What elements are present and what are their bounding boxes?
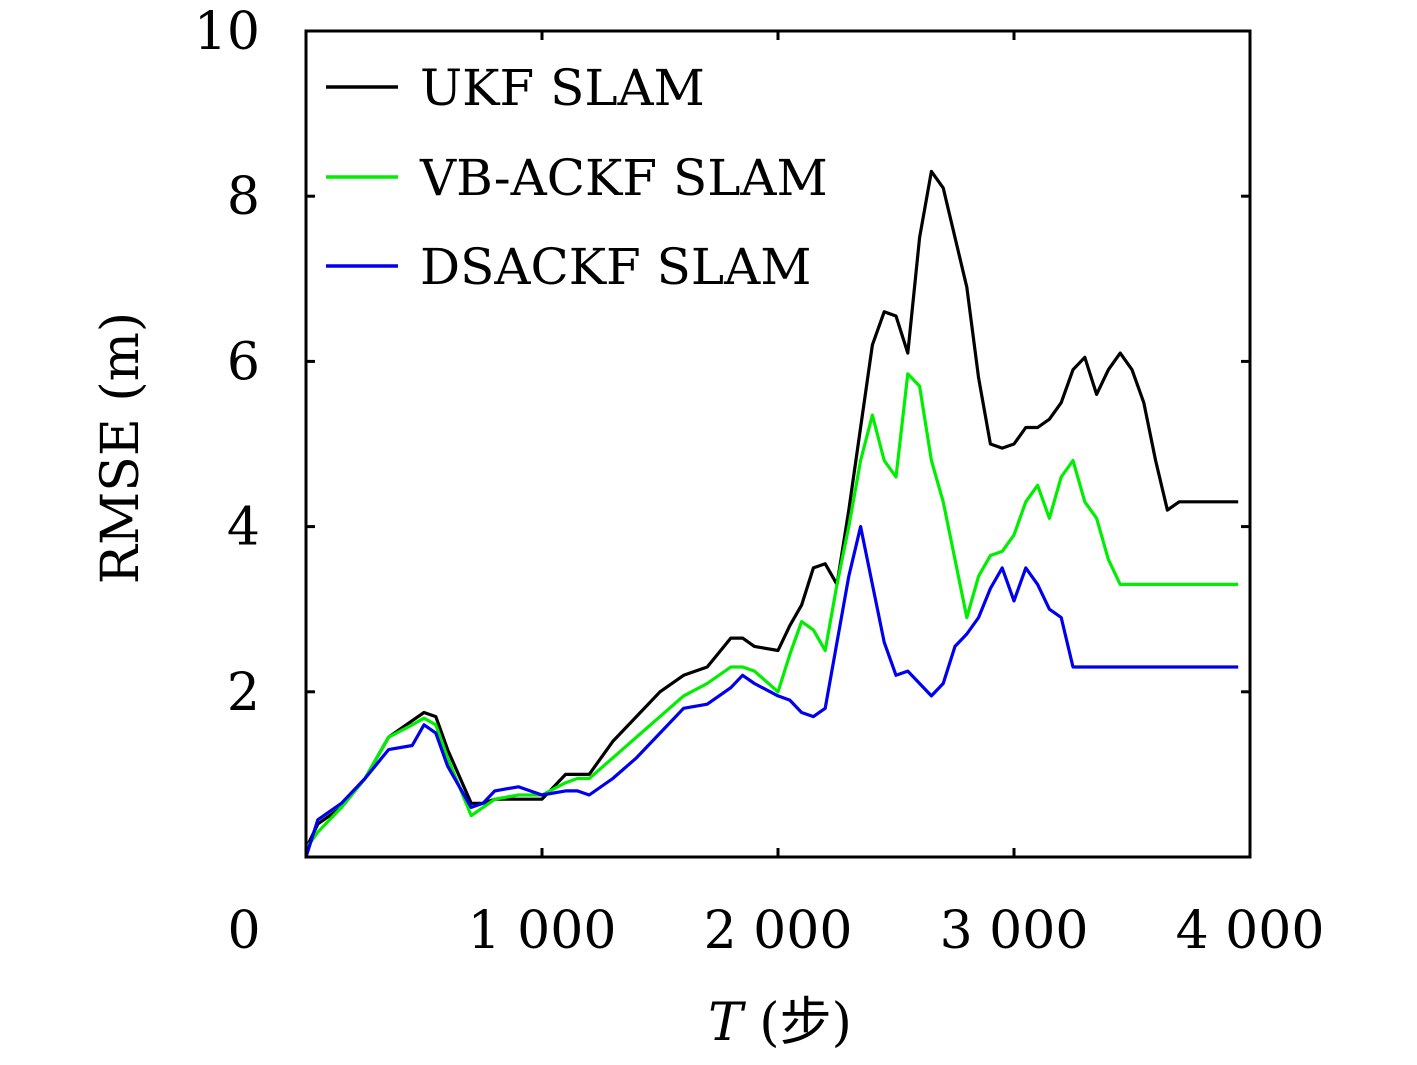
legend-label-0: UKF SLAM xyxy=(420,59,705,117)
y-tick-label-4: 10 xyxy=(194,2,260,62)
x-tick-label-0: 0 xyxy=(227,901,260,961)
series-layer xyxy=(304,169,1239,858)
y-tick-label-2: 6 xyxy=(227,332,260,392)
legend-label-1: VB-ACKF SLAM xyxy=(419,149,828,207)
x-axis-title-unit: (步) xyxy=(743,993,852,1053)
legend: UKF SLAM VB-ACKF SLAM DSACKF SLAM xyxy=(326,59,828,296)
x-tick-label-4: 4 000 xyxy=(1176,901,1325,961)
tick-labels-layer: 0 1 000 2 000 3 000 4 000 2 4 6 8 10 xyxy=(194,2,1325,961)
ticks-layer xyxy=(304,29,1252,857)
legend-label-2: DSACKF SLAM xyxy=(420,238,811,296)
x-axis-title-variable: T xyxy=(708,993,746,1053)
x-tick-label-1: 1 000 xyxy=(468,901,617,961)
series-line-2 xyxy=(304,524,1239,858)
y-tick-label-3: 8 xyxy=(227,167,260,227)
x-tick-label-3: 3 000 xyxy=(940,901,1089,961)
x-axis-title: T (步) xyxy=(708,993,852,1053)
y-axis-title: RMSE (m) xyxy=(91,312,151,584)
series-line-1 xyxy=(304,372,1239,850)
x-tick-label-2: 2 000 xyxy=(704,901,853,961)
y-tick-label-1: 4 xyxy=(227,498,260,558)
y-tick-label-0: 2 xyxy=(227,663,260,723)
